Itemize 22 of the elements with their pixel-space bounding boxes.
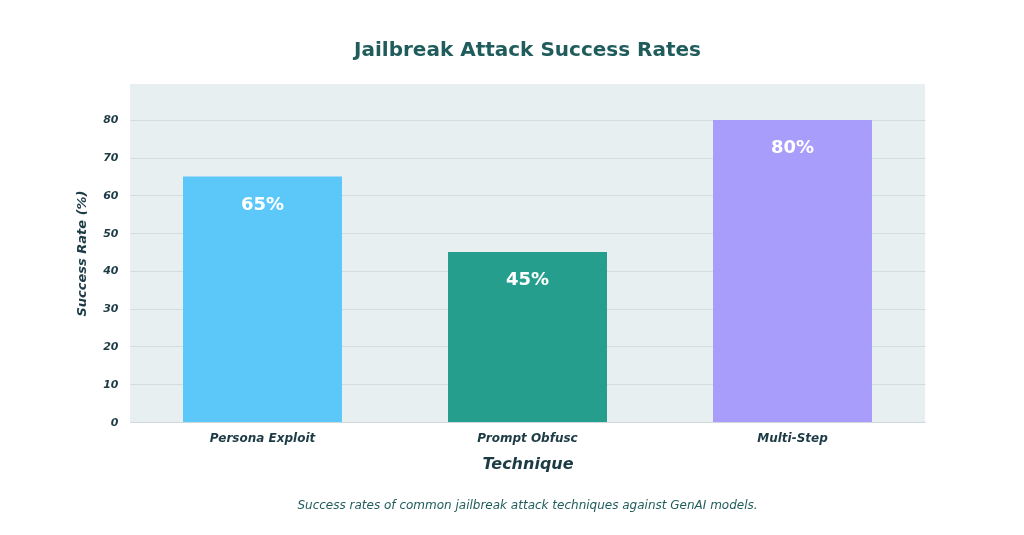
bar xyxy=(448,252,607,422)
x-axis-title: Technique xyxy=(482,453,574,473)
data-label: 45% xyxy=(505,268,550,290)
y-tick-label: 70 xyxy=(103,151,119,165)
text: Success rates of common jailbreak attack techniques against GenAI models. xyxy=(297,498,758,512)
y-axis-title: Success Rate (%) xyxy=(74,190,90,317)
x-tick-label: Multi-Step xyxy=(757,430,829,445)
chart-title: Jailbreak Attack Success Rates xyxy=(352,37,701,61)
data-label: 80% xyxy=(770,135,815,157)
bar xyxy=(713,119,872,422)
bar xyxy=(183,176,342,422)
y-tick-label: 50 xyxy=(103,226,119,240)
y-tick-label: 40 xyxy=(102,264,119,278)
y-tick-label: 80 xyxy=(103,113,119,127)
data-label: 65% xyxy=(240,192,285,214)
y-tick-label: 60 xyxy=(103,188,119,202)
y-tick-label: 30 xyxy=(103,302,119,316)
y-tick-label: 10 xyxy=(103,377,119,391)
y-tick-label: 0 xyxy=(110,415,119,429)
y-tick-label: 20 xyxy=(103,339,119,353)
x-tick-label: Prompt Obfusc xyxy=(477,430,578,445)
x-tick-label: Persona Exploit xyxy=(209,430,317,445)
